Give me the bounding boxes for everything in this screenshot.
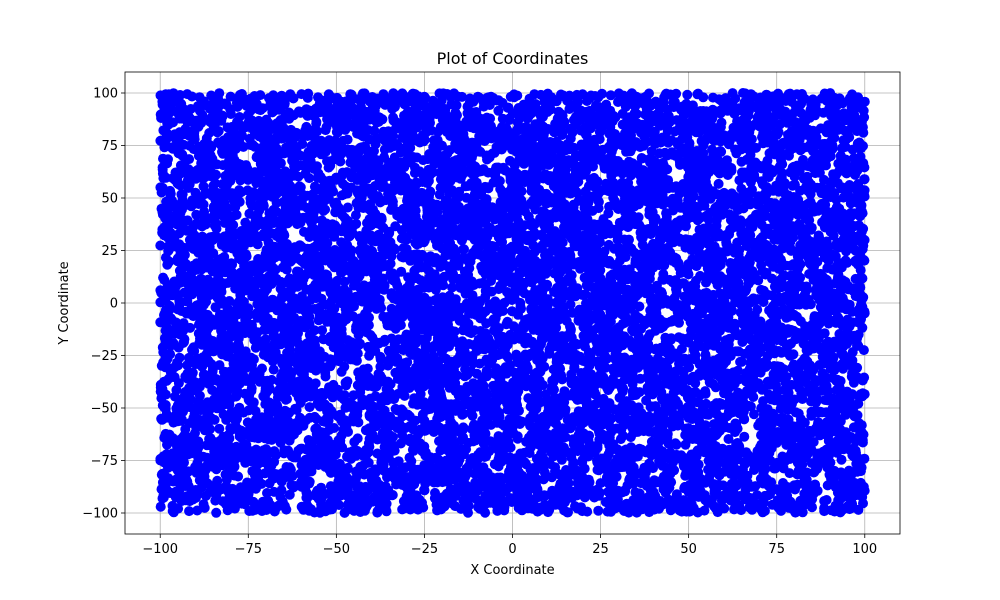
scatter-point (376, 303, 387, 313)
scatter-point (192, 505, 203, 516)
scatter-point (313, 92, 323, 103)
scatter-point (396, 233, 407, 244)
scatter-point (756, 219, 767, 230)
scatter-point (660, 89, 671, 100)
scatter-point (549, 417, 560, 428)
scatter-point (716, 117, 727, 128)
scatter-point (736, 356, 747, 367)
scatter-point (304, 173, 315, 184)
scatter-point (349, 437, 360, 447)
scatter-point (493, 105, 504, 116)
scatter-point (187, 344, 197, 355)
scatter-point (593, 505, 604, 516)
scatter-point (682, 89, 693, 100)
scatter-point (259, 133, 270, 144)
scatter-point (447, 282, 458, 293)
scatter-point (303, 88, 314, 99)
scatter-point (221, 414, 232, 425)
data-points (155, 88, 870, 518)
scatter-point (201, 490, 211, 501)
scatter-point (700, 386, 711, 397)
scatter-point (502, 429, 513, 440)
